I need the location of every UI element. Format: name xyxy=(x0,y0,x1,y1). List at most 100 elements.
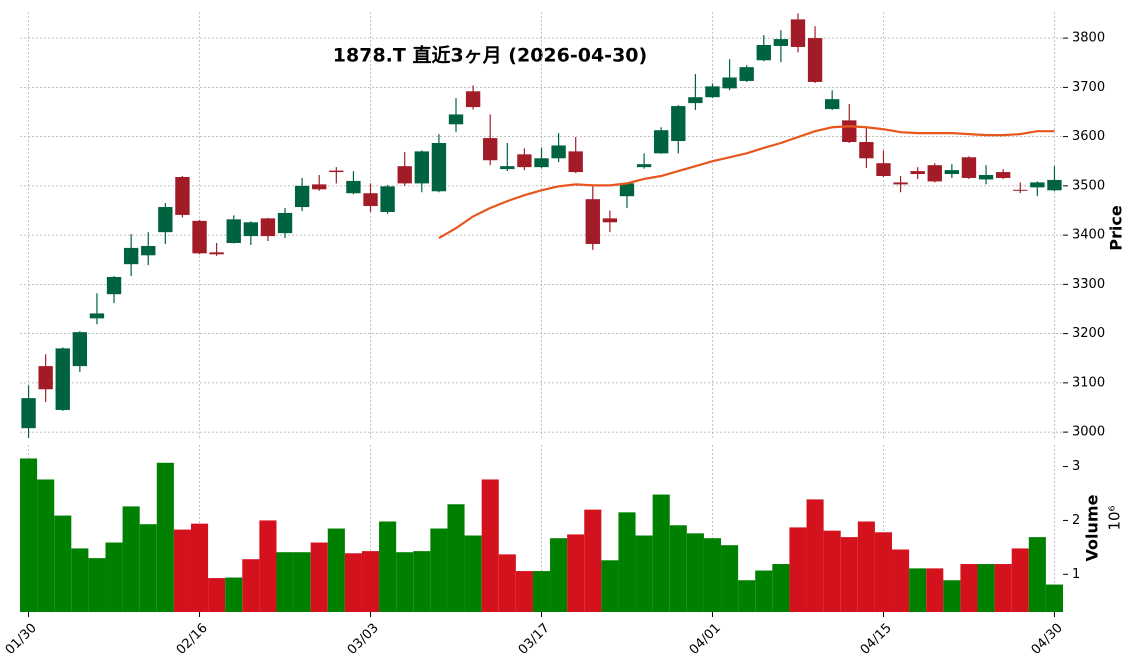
candle-body xyxy=(585,199,600,244)
candle-body xyxy=(363,193,378,207)
candle-body xyxy=(688,97,703,104)
volume-bar xyxy=(1011,548,1029,612)
volume-bar xyxy=(310,542,328,612)
volume-bar xyxy=(327,528,345,612)
y-tick-label: 3000 xyxy=(1072,425,1105,440)
volume-bar xyxy=(550,538,568,612)
candle-body xyxy=(619,183,635,197)
volume-bar xyxy=(498,554,516,612)
volume-bar xyxy=(874,532,893,612)
volume-bar xyxy=(584,509,602,612)
y-axis-label: Price xyxy=(1107,205,1126,251)
candle-body xyxy=(175,176,190,215)
chart-title: 1878.T 直近3ヶ月 (2026-04-30) xyxy=(333,44,647,67)
candle-body xyxy=(1013,189,1028,191)
candle-body xyxy=(654,130,669,154)
candle-body xyxy=(790,19,806,47)
volume-bar xyxy=(515,571,533,612)
volume-bar xyxy=(721,545,739,612)
volume-bar xyxy=(977,564,995,612)
candle-body xyxy=(89,313,105,319)
volume-axis-label: Volume xyxy=(1083,494,1102,561)
y-tick-label: 3300 xyxy=(1072,277,1105,292)
candle-body xyxy=(209,252,224,255)
volume-scale-label: 10⁶ xyxy=(1106,505,1124,530)
candle-body xyxy=(55,348,70,410)
volume-bar xyxy=(618,512,636,612)
candle-body xyxy=(722,77,737,89)
volume-bar xyxy=(481,479,499,612)
y-tick-label: 3100 xyxy=(1072,375,1105,390)
candle-body xyxy=(448,114,464,125)
candle-body xyxy=(773,39,789,46)
candle-body xyxy=(739,67,754,81)
candle-body xyxy=(243,222,259,237)
candle-body xyxy=(756,44,771,61)
volume-bar xyxy=(652,494,670,612)
candle-body xyxy=(705,86,720,98)
candle-body xyxy=(807,38,823,82)
candle-body xyxy=(397,166,412,184)
y-tick-label: 3800 xyxy=(1072,31,1105,46)
volume-bar xyxy=(686,533,704,612)
candle-body xyxy=(346,180,361,194)
volume-bar xyxy=(464,535,482,612)
candle-body xyxy=(72,332,88,367)
candle-body xyxy=(1047,179,1062,191)
volume-bar xyxy=(789,527,807,612)
candle-body xyxy=(329,170,344,173)
volume-bar xyxy=(926,568,944,612)
candle-body xyxy=(500,166,515,170)
volume-bar xyxy=(806,499,824,612)
candle-body xyxy=(123,247,139,265)
candle-body xyxy=(995,172,1011,178)
volume-y-tick-label: 1 xyxy=(1072,567,1080,582)
candle-body xyxy=(517,154,532,168)
candle-body xyxy=(1030,182,1045,188)
volume-bar xyxy=(960,564,978,612)
volume-bar xyxy=(413,551,431,612)
candle-body xyxy=(192,220,207,254)
y-tick-label: 3400 xyxy=(1072,228,1105,243)
volume-bar xyxy=(396,552,414,612)
volume-bar xyxy=(173,529,191,612)
candle-body xyxy=(277,212,293,234)
candle-body xyxy=(961,157,977,178)
candle-body xyxy=(876,163,891,177)
volume-bar xyxy=(190,523,209,612)
volume-bar xyxy=(37,479,55,612)
volume-bar xyxy=(755,570,773,612)
volume-bar xyxy=(242,559,260,612)
volume-bar xyxy=(857,521,875,612)
candle-body xyxy=(465,91,481,108)
candle-body xyxy=(414,151,429,184)
volume-bar xyxy=(379,521,397,612)
volume-bar xyxy=(122,506,140,612)
volume-bar xyxy=(259,520,277,612)
volume-bar xyxy=(601,560,619,612)
candle-body xyxy=(893,182,908,185)
x-tick-label: 03/17 xyxy=(516,621,553,658)
x-tick-label: 04/15 xyxy=(858,621,895,658)
volume-bar xyxy=(669,525,687,612)
y-tick-label: 3200 xyxy=(1072,326,1105,341)
candle-body xyxy=(927,165,942,182)
volume-bar xyxy=(567,534,585,612)
moving-average-line xyxy=(438,125,1055,240)
candle-body xyxy=(380,186,395,212)
volume-bar xyxy=(892,549,910,612)
volume-bar xyxy=(156,462,174,612)
volume-bar xyxy=(139,524,157,612)
candle-body xyxy=(226,219,241,243)
volume-bar xyxy=(71,548,89,612)
volume-bar xyxy=(105,542,123,612)
candle-body xyxy=(824,99,840,110)
candle-body xyxy=(21,398,36,429)
volume-bar xyxy=(772,564,790,612)
volume-y-tick-label: 3 xyxy=(1072,459,1080,474)
y-tick-label: 3500 xyxy=(1072,178,1105,193)
candle-body xyxy=(842,120,857,143)
volume-bar xyxy=(909,568,927,612)
volume-bar xyxy=(430,528,448,612)
